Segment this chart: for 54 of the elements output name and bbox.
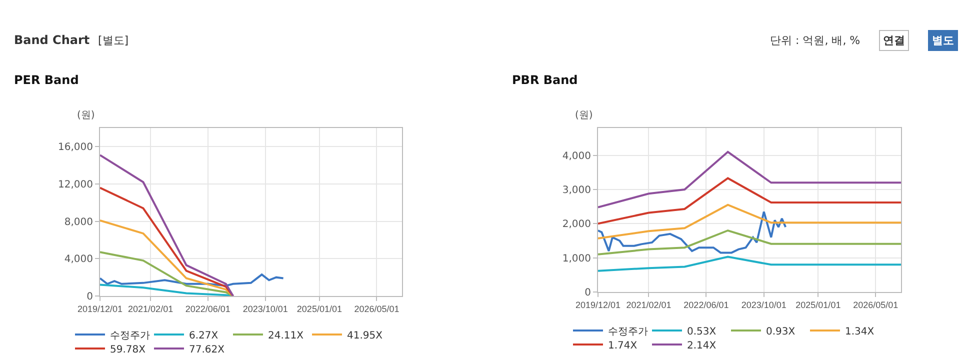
line-series [598,204,901,240]
legend-label: 수정주가 [110,330,150,342]
x-tick-label: 2025/01/01 [296,304,342,314]
text: [별도] [98,34,129,47]
y-axis-title: (원) [77,110,95,121]
y-tick-label: 4,000 [64,254,93,266]
y-tick-label: 2,000 [562,219,591,230]
legend-label: 41.95X [347,330,383,342]
text: Band Chart [14,33,90,47]
y-tick-label: 12,000 [58,180,93,190]
y-tick-label: 1,000 [562,253,591,264]
y-tick-label: 8,000 [64,216,93,228]
y-tick-label: 0 [86,292,93,302]
legend-label: 77.62X [189,344,225,356]
chart-title: PER Band [14,73,79,87]
x-tick-label: 2019/12/01 [575,300,621,310]
x-tick-label: 2022/06/01 [185,304,230,314]
line-series [598,230,901,256]
x-tick-label: 2026/05/01 [354,304,400,314]
legend-label: 6.27X [189,330,218,342]
line-series [100,274,284,287]
legend-label: 1.34X [845,326,874,338]
text: 단위 : 억원, 배, % [770,34,860,47]
legend-label: 59.78X [110,344,146,356]
legend-label: 2.14X [687,340,716,352]
x-tick-label: 2026/05/01 [853,300,898,310]
x-tick-label: 2021/02/01 [626,300,672,310]
line-series [598,177,901,225]
line-series [100,251,234,296]
x-tick-label: 2019/12/01 [77,304,123,314]
text: 연결 [883,34,905,47]
y-tick-label: 0 [584,288,591,298]
line-series [100,154,234,296]
x-tick-label: 2021/02/01 [128,304,174,314]
legend-label: 1.74X [608,340,638,352]
line-series [598,150,901,208]
legend-label: 0.53X [687,326,716,338]
y-tick-label: 4,000 [562,150,591,162]
text: 별도 [932,34,954,47]
x-tick-label: 2023/10/01 [741,300,786,310]
legend-label: 0.93X [766,326,796,338]
y-axis-title: (원) [575,110,593,121]
line-series [100,186,234,296]
line-series [598,210,787,254]
x-tick-label: 2025/01/01 [796,300,841,310]
line-series [100,219,234,296]
line-series [598,256,901,272]
legend-label: 수정주가 [608,326,648,338]
legend-label: 24.11X [268,330,304,342]
x-tick-label: 2023/10/01 [242,304,288,314]
y-tick-label: 3,000 [562,185,591,196]
y-tick-label: 16,000 [58,142,93,154]
x-tick-label: 2022/06/01 [684,300,729,310]
chart-title: PBR Band [512,73,578,87]
